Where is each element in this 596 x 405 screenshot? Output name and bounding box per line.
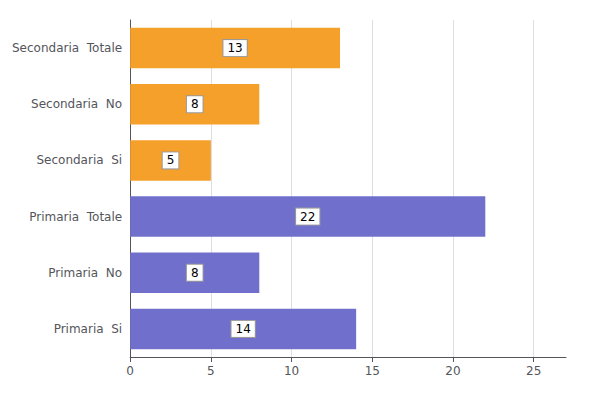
svg-text:Secondaria Totale: Secondaria Totale [12,41,122,55]
svg-text:5: 5 [207,364,215,378]
svg-text:22: 22 [300,210,315,224]
svg-text:Primaria Totale: Primaria Totale [29,210,122,224]
svg-text:Secondaria Si: Secondaria Si [36,153,122,167]
svg-text:25: 25 [526,364,541,378]
svg-text:20: 20 [445,364,460,378]
svg-text:14: 14 [236,322,251,336]
svg-text:Primaria No: Primaria No [48,266,122,280]
svg-text:13: 13 [227,41,242,55]
svg-text:Primaria Si: Primaria Si [54,322,123,336]
svg-text:Secondaria No: Secondaria No [31,97,122,111]
svg-text:15: 15 [365,364,380,378]
svg-text:5: 5 [167,153,175,167]
svg-text:0: 0 [126,364,134,378]
svg-text:8: 8 [191,266,199,280]
svg-text:10: 10 [284,364,299,378]
svg-text:8: 8 [191,97,199,111]
